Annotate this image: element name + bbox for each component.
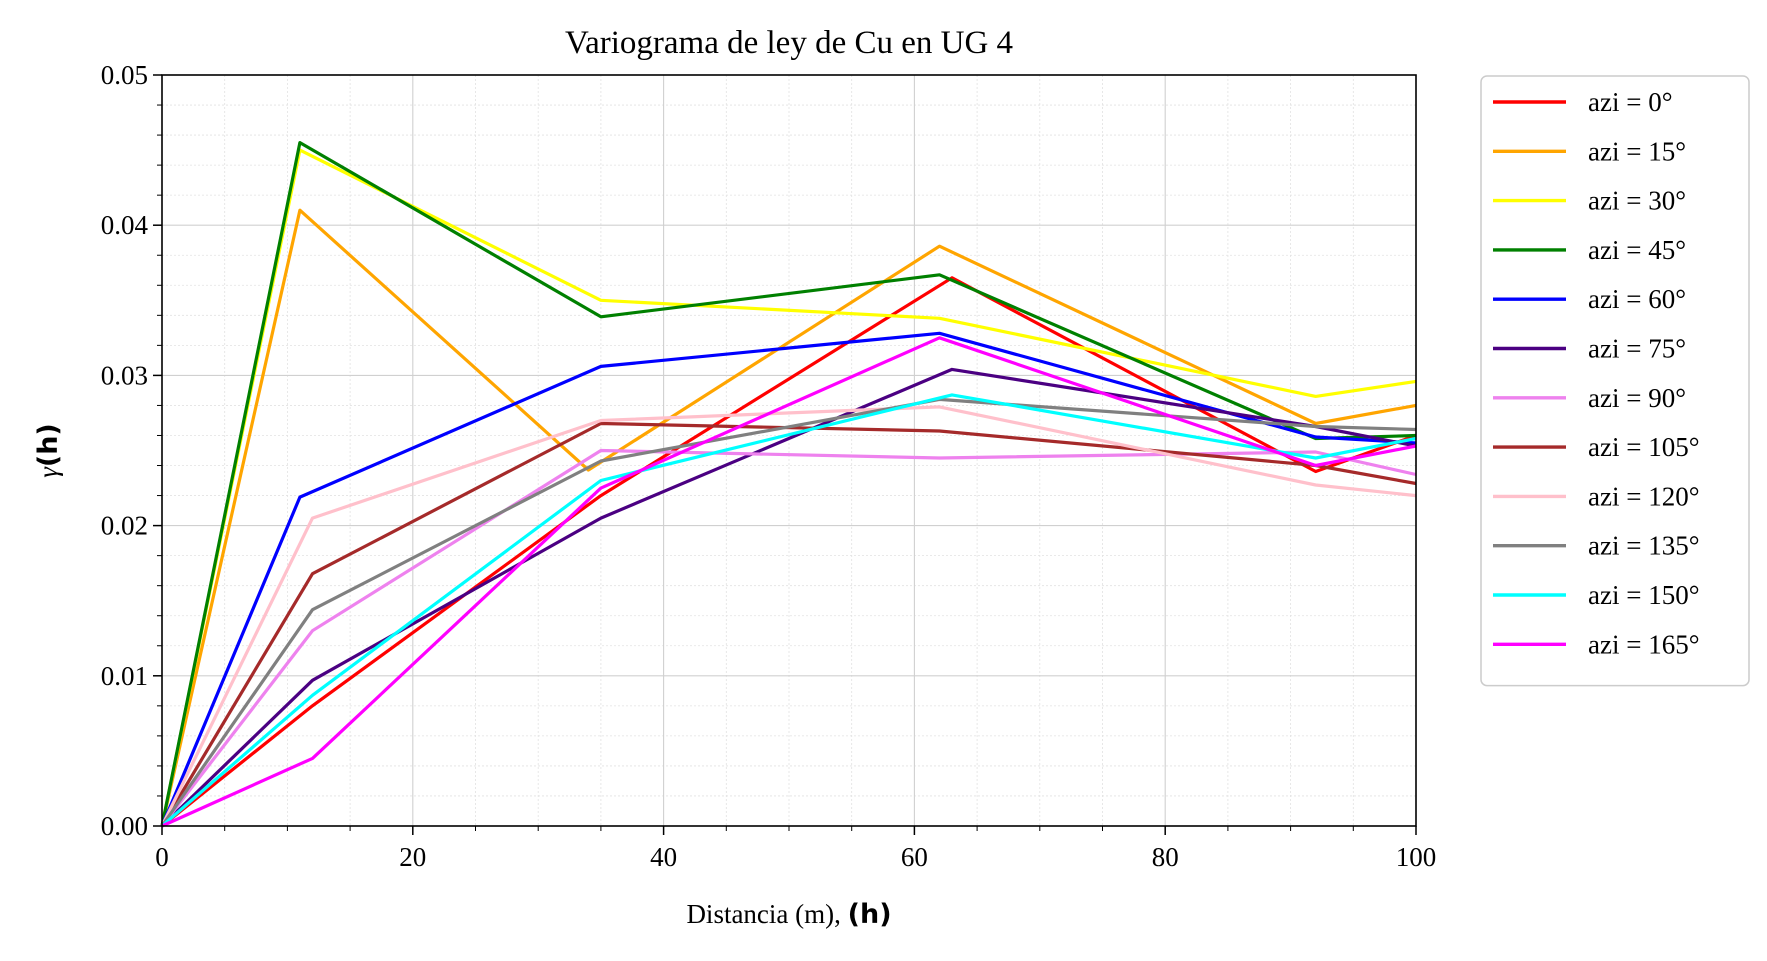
legend-label-8: azi = 120° xyxy=(1588,481,1700,511)
axis-ticks xyxy=(153,74,1417,835)
legend-label-0: azi = 0° xyxy=(1588,87,1673,117)
legend-label-10: azi = 150° xyxy=(1588,580,1700,610)
x-tick-label: 20 xyxy=(399,842,426,872)
y-tick-label: 0.03 xyxy=(101,360,148,390)
legend-label-3: azi = 45° xyxy=(1588,235,1686,265)
x-axis-label: Distancia (m), (h) xyxy=(686,899,891,930)
legend-label-9: azi = 135° xyxy=(1588,531,1700,561)
x-tick-label: 80 xyxy=(1152,842,1179,872)
y-tick-label: 0.04 xyxy=(101,210,149,240)
legend-label-11: azi = 165° xyxy=(1588,629,1700,659)
series-line-7 xyxy=(160,421,1417,827)
chart-title: Variograma de ley de Cu en UG 4 xyxy=(565,25,1013,61)
x-axis-label-text: Distancia (m), xyxy=(686,899,847,929)
x-tick-label: 60 xyxy=(901,842,928,872)
y-tick-label: 0.00 xyxy=(101,811,148,841)
y-axis-label-bold: (h) xyxy=(33,423,64,467)
y-axis-label-symbol: γ xyxy=(33,466,63,478)
x-tick-label: 100 xyxy=(1396,842,1437,872)
minor-grid xyxy=(162,75,1416,826)
legend-label-2: azi = 30° xyxy=(1588,186,1686,216)
y-tick-label: 0.01 xyxy=(101,661,148,691)
legend-items: azi = 0° azi = 15° azi = 30° azi = 45° azi =… xyxy=(1493,87,1700,659)
y-axis-label: γ(h) xyxy=(33,423,64,478)
x-tick-label: 40 xyxy=(650,842,677,872)
series-line-5 xyxy=(160,367,1417,828)
series-lines xyxy=(160,141,1417,828)
legend-label-5: azi = 75° xyxy=(1588,334,1686,364)
series-line-9 xyxy=(160,397,1417,827)
series-line-1 xyxy=(160,208,1417,827)
series-line-0 xyxy=(161,276,1417,828)
legend-label-1: azi = 15° xyxy=(1588,136,1686,166)
series-line-4 xyxy=(160,331,1417,827)
tick-labels: 0 20 40 60 80 100 0.00 0.01 0.02 0.03 0.04 0.05 xyxy=(101,60,1437,872)
y-tick-label: 0.05 xyxy=(101,60,148,90)
legend-label-4: azi = 60° xyxy=(1588,284,1686,314)
legend-label-7: azi = 105° xyxy=(1588,432,1700,462)
legend-label-6: azi = 90° xyxy=(1588,383,1686,413)
series-line-11 xyxy=(161,336,1417,828)
series-line-10 xyxy=(160,393,1417,828)
x-axis-label-bold: (h) xyxy=(848,899,892,930)
legend: azi = 0° azi = 15° azi = 30° azi = 45° azi =… xyxy=(1480,75,1750,687)
x-tick-label: 0 xyxy=(155,842,169,872)
y-tick-label: 0.02 xyxy=(101,511,148,541)
legend-box xyxy=(1480,75,1750,687)
